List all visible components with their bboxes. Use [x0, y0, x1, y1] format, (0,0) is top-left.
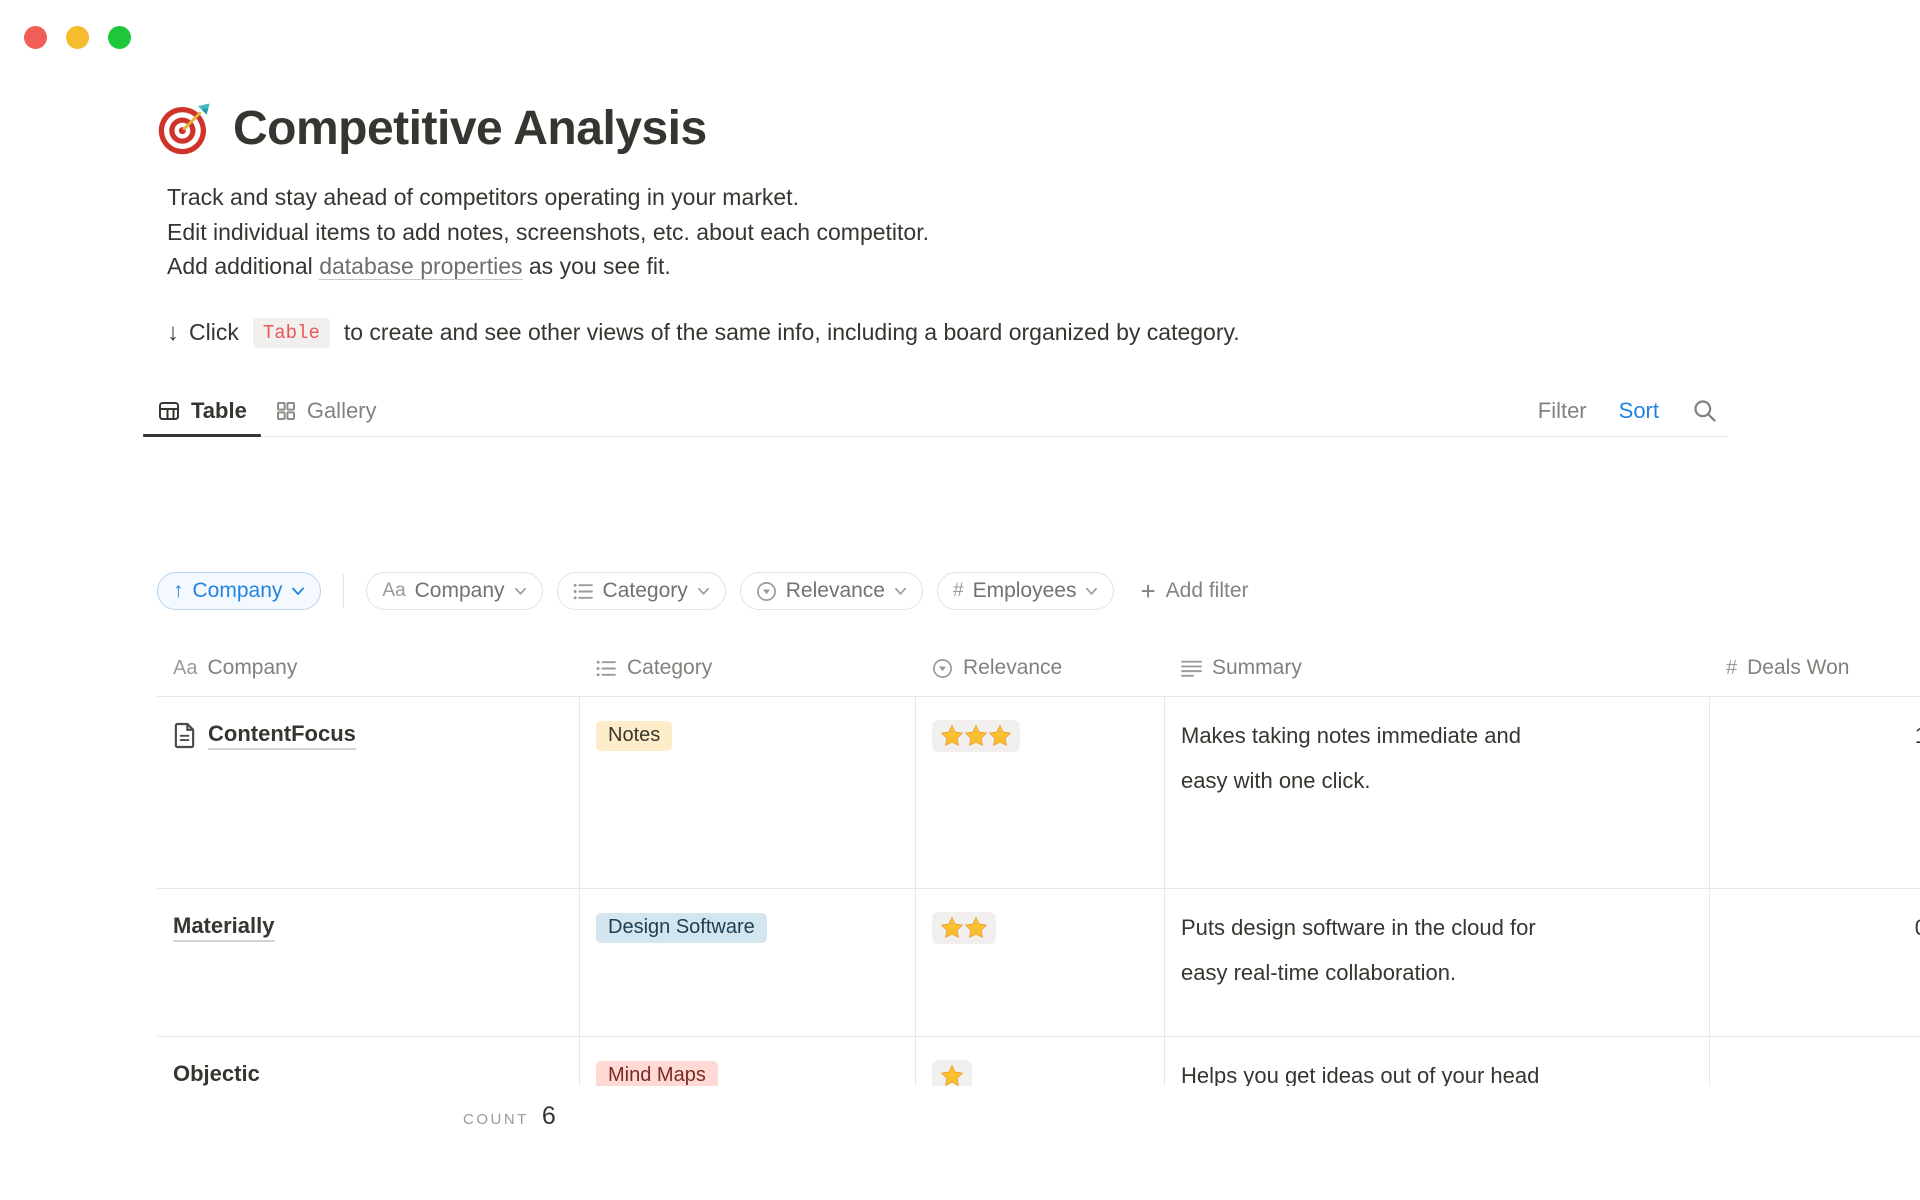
star-icon: [988, 724, 1012, 746]
property-chip-relevance[interactable]: Relevance: [739, 572, 923, 610]
number-property-icon: #: [1726, 656, 1738, 679]
table-row: Materially Design Software Puts design s…: [157, 889, 1920, 1037]
cell-deals-won[interactable]: 1: [1710, 697, 1920, 888]
column-header-company[interactable]: Aa Company: [173, 656, 298, 679]
cell-relevance[interactable]: [916, 697, 1165, 888]
star-icon: [940, 724, 964, 746]
column-header-relevance[interactable]: Relevance: [916, 656, 1165, 680]
category-tag: Notes: [596, 720, 673, 751]
page-header: Competitive Analysis Track and stay ahea…: [157, 100, 1557, 348]
zoom-button[interactable]: [108, 26, 131, 49]
page-document-icon: [173, 722, 196, 749]
tab-label: Table: [191, 397, 247, 423]
column-header-deals-won[interactable]: # Deals Won: [1726, 656, 1850, 679]
cell-deals-won[interactable]: 0: [1710, 889, 1920, 1036]
view-bar: Table Gallery Filter Sort: [143, 385, 1728, 437]
ascending-arrow-icon: ↑: [173, 579, 184, 602]
select-circle-icon: [932, 658, 953, 679]
text-property-icon: Aa: [173, 656, 198, 679]
description-line: Add additional database properties as yo…: [167, 253, 671, 280]
table-row: ContentFocus Notes Makes taking notes im…: [157, 697, 1920, 889]
page-description: Track and stay ahead of competitors oper…: [167, 180, 1557, 284]
search-button[interactable]: [1691, 397, 1718, 424]
chevron-down-icon: [1086, 587, 1098, 595]
count-footer[interactable]: COUNT 6: [463, 1102, 556, 1131]
page-link-title[interactable]: ContentFocus: [208, 721, 356, 750]
text-lines-icon: [1181, 659, 1202, 678]
database-properties-link[interactable]: database properties: [319, 253, 523, 280]
text-property-icon: Aa: [382, 580, 406, 601]
tab-label: Gallery: [306, 397, 377, 423]
star-icon: [940, 916, 964, 938]
cell-summary[interactable]: Helps you get ideas out of your head: [1165, 1037, 1710, 1186]
cell-summary[interactable]: Puts design software in the cloud for ea…: [1165, 889, 1710, 1036]
search-icon: [1694, 400, 1716, 422]
gallery-view-icon: [275, 400, 297, 422]
star-rating-3: [932, 719, 1020, 752]
window-controls: [24, 26, 131, 49]
filter-button[interactable]: Filter: [1537, 397, 1587, 423]
active-tab-underline: [143, 434, 261, 437]
property-chip-company[interactable]: Aa Company: [366, 572, 543, 610]
cell-relevance[interactable]: [916, 889, 1165, 1036]
star-icon: [964, 724, 988, 746]
category-tag: Design Software: [596, 912, 767, 943]
chevron-down-icon: [514, 587, 526, 595]
plus-icon: +: [1140, 576, 1156, 606]
select-list-icon: [596, 659, 617, 678]
column-header-summary[interactable]: Summary: [1165, 656, 1710, 680]
page-fold-overlay: [0, 1086, 1920, 1200]
divider: [343, 574, 345, 608]
table-code-snippet: Table: [252, 317, 330, 348]
number-property-icon: #: [952, 580, 964, 601]
cell-category[interactable]: Notes: [580, 697, 916, 888]
count-label: COUNT: [463, 1111, 529, 1128]
property-chip-category[interactable]: Category: [556, 572, 726, 610]
cell-company[interactable]: ContentFocus: [157, 697, 580, 888]
cell-company[interactable]: Materially: [157, 889, 580, 1036]
chevron-down-icon: [697, 587, 709, 595]
tab-table[interactable]: Table: [143, 385, 261, 437]
description-line: Track and stay ahead of competitors oper…: [167, 184, 799, 210]
cell-category[interactable]: Mind Maps: [580, 1037, 916, 1186]
description-line: Edit individual items to add notes, scre…: [167, 218, 929, 245]
category-tag: Mind Maps: [596, 1060, 718, 1091]
column-header-category[interactable]: Category: [580, 656, 916, 680]
star-rating-2: [932, 911, 996, 944]
property-chip-employees[interactable]: # Employees: [936, 572, 1115, 610]
tab-gallery[interactable]: Gallery: [261, 385, 391, 436]
page-title: Competitive Analysis: [233, 101, 707, 155]
minimize-button[interactable]: [66, 26, 89, 49]
add-filter-button[interactable]: + Add filter: [1140, 576, 1249, 606]
star-icon: [964, 916, 988, 938]
cell-summary[interactable]: Makes taking notes immediate and easy wi…: [1165, 697, 1710, 888]
table-hint: ↓ Click Table to create and see other vi…: [167, 317, 1240, 348]
table-view-icon: [157, 399, 181, 423]
database-table: Aa Company Category Relevance Summary # …: [157, 640, 1920, 1187]
cell-category[interactable]: Design Software: [580, 889, 916, 1036]
table-header-row: Aa Company Category Relevance Summary # …: [157, 640, 1920, 697]
close-button[interactable]: [24, 26, 47, 49]
dart-target-emoji: [157, 100, 213, 156]
sort-chip-company[interactable]: ↑ Company: [157, 572, 322, 610]
count-value: 6: [541, 1102, 556, 1130]
page-link-title[interactable]: Materially: [173, 913, 275, 942]
filter-chips-row: ↑ Company Aa Company Category Relevance …: [157, 572, 1249, 610]
chevron-down-icon: [895, 587, 906, 595]
sort-button[interactable]: Sort: [1618, 397, 1659, 423]
star-icon: [940, 1064, 964, 1086]
chevron-down-icon: [292, 587, 305, 595]
select-circle-icon: [756, 581, 777, 602]
down-arrow-icon: ↓: [167, 318, 179, 346]
select-list-icon: [573, 582, 594, 601]
